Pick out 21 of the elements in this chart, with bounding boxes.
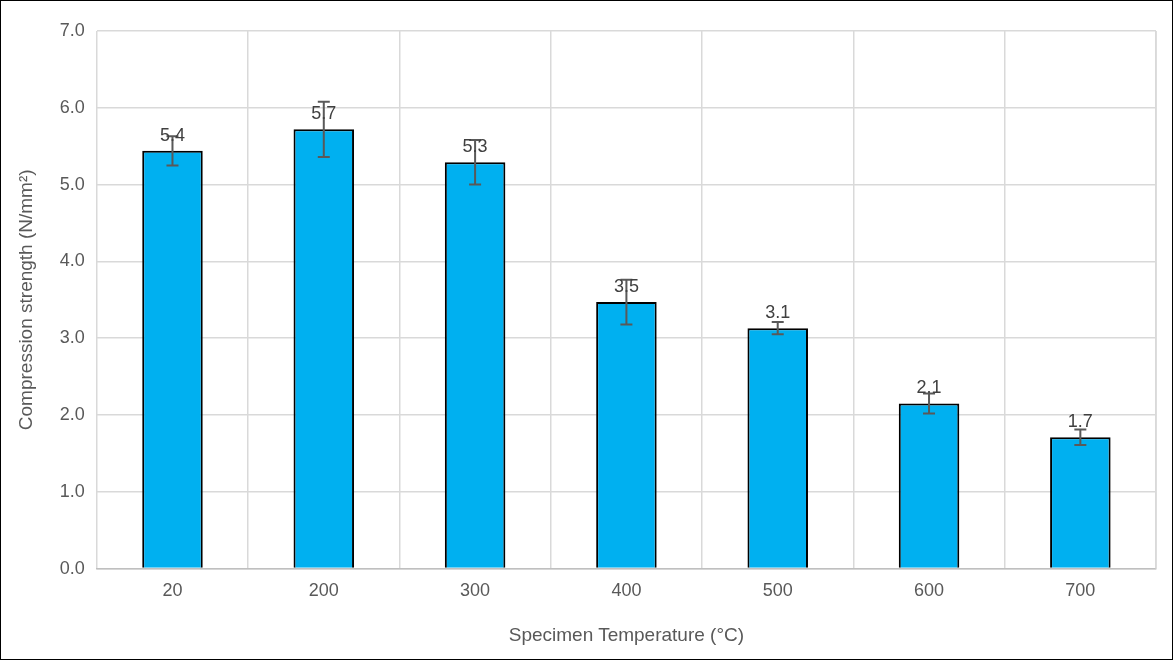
x-tick-label: 500 <box>762 580 793 601</box>
x-tick-label: 20 <box>162 580 183 601</box>
x-tick-label: 400 <box>611 580 642 601</box>
y-tick-label: 5.0 <box>59 173 85 194</box>
x-tick-label: 600 <box>914 580 945 601</box>
data-label: 2.1 <box>916 377 942 398</box>
x-axis-title: Specimen Temperature (°C) <box>508 623 745 645</box>
data-label: 3.1 <box>765 302 791 323</box>
data-label: 5.4 <box>159 124 185 145</box>
y-tick-label: 7.0 <box>59 19 85 40</box>
y-axis-title: Compression strength (N/mm²) <box>14 169 36 431</box>
y-tick-label: 4.0 <box>59 250 85 271</box>
x-tick-label: 300 <box>460 580 491 601</box>
y-tick-label: 3.0 <box>59 327 85 348</box>
y-tick-label: 2.0 <box>59 403 85 424</box>
y-tick-label: 1.0 <box>59 480 85 501</box>
x-tick-label: 200 <box>308 580 339 601</box>
y-tick-label: 6.0 <box>59 96 85 117</box>
x-tick-label: 700 <box>1065 580 1096 601</box>
y-tick-label: 0.0 <box>59 557 85 578</box>
data-label: 1.7 <box>1067 411 1093 432</box>
